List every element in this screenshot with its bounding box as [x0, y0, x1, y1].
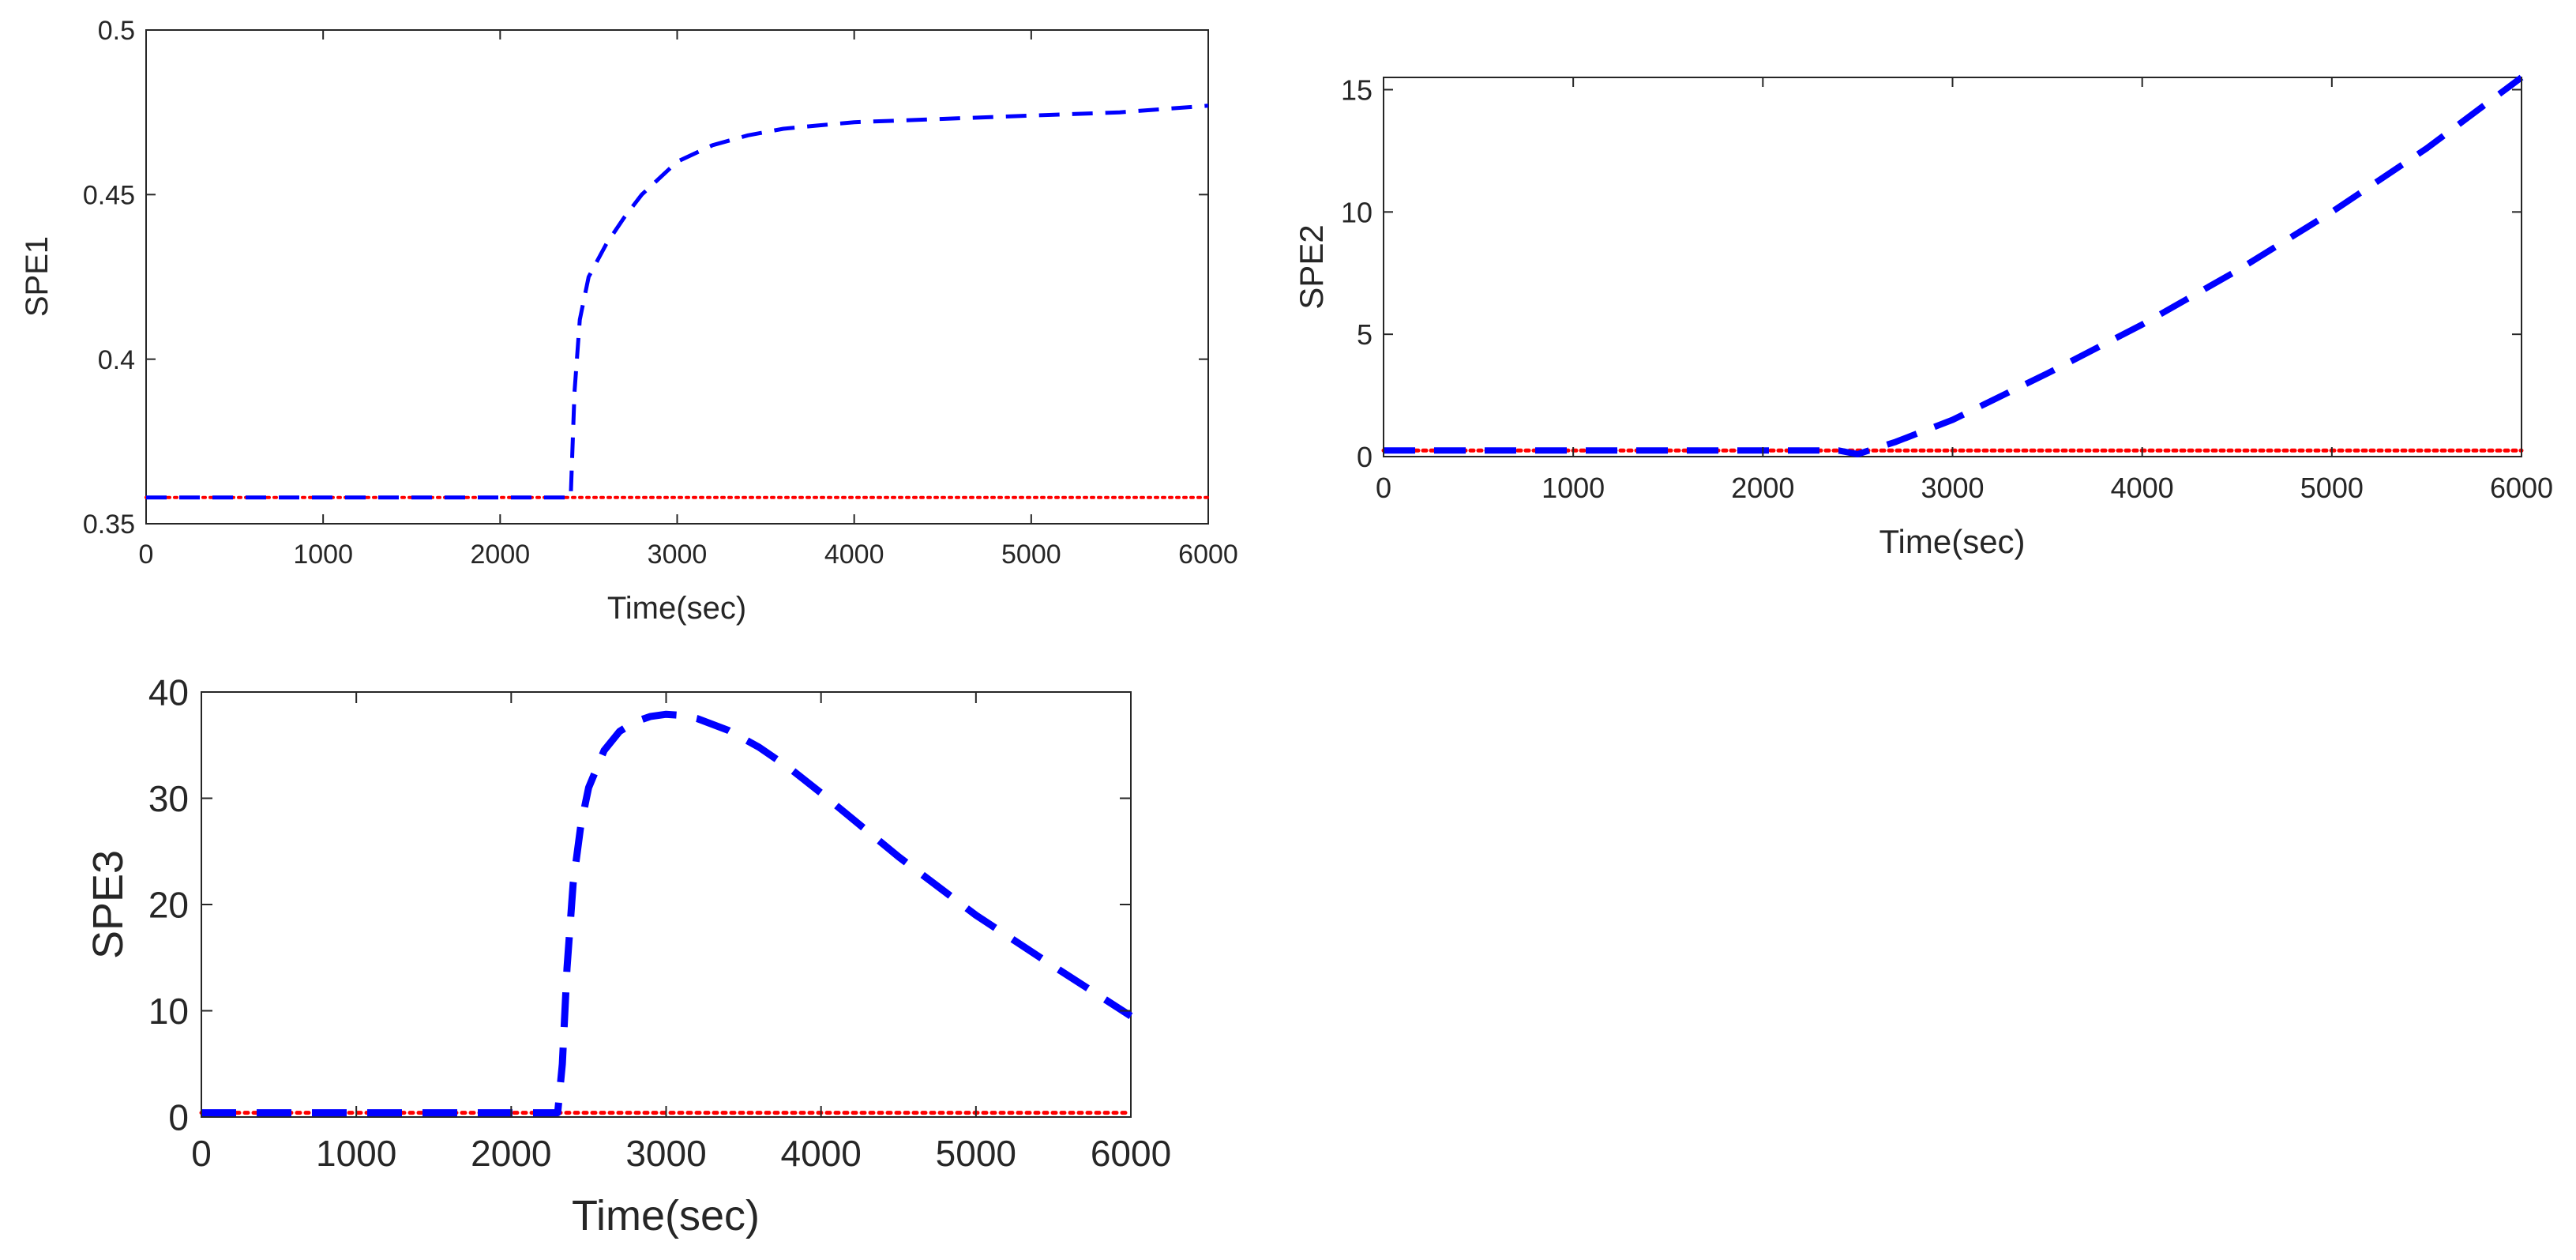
spe3-x-tick-label: 1000 [316, 1133, 396, 1174]
spe2-y-axis-label: SPE2 [1293, 224, 1330, 309]
spe2-spe-series-line [1384, 74, 2524, 457]
spe3-y-tick-label: 30 [148, 778, 189, 819]
spe2-x-tick-label: 5000 [2300, 472, 2364, 504]
spe1-plot-area [145, 29, 1209, 525]
spe1-y-tick-label: 0.5 [98, 16, 135, 46]
spe3-x-tick-label: 0 [191, 1133, 212, 1174]
spe2-x-axis-label: Time(sec) [1879, 523, 2025, 560]
spe1-spe-series-line [146, 103, 1209, 500]
spe3-x-tick-label: 3000 [625, 1133, 706, 1174]
spe1-y-tick-label: 0.45 [83, 181, 135, 211]
spe1-x-tick-label: 6000 [1178, 540, 1238, 570]
spe2-x-tick-label: 3000 [1921, 472, 1984, 504]
spe2-y-tick-label: 5 [1357, 318, 1372, 351]
spe1-x-axis-label: Time(sec) [607, 591, 746, 626]
spe2-chart: 0 1000 2000 3000 4000 5000 6000 0 5 10 15 Time(sec… [1293, 73, 2553, 560]
spe3-y-tick-label: 10 [148, 991, 189, 1032]
spe2-x-tick-label: 0 [1376, 472, 1391, 504]
spe3-y-tick-label: 20 [148, 885, 189, 926]
spe1-x-tick-label: 3000 [648, 540, 708, 570]
spe1-x-tick-label: 2000 [471, 540, 531, 570]
spe3-ticks-layer: 0 1000 2000 3000 4000 5000 6000 0 10 20 30 40 [148, 672, 1171, 1174]
spe2-x-tick-label: 2000 [1731, 472, 1794, 504]
spe3-chart: 0 1000 2000 3000 4000 5000 6000 0 10 20 30 40 Time(… [84, 672, 1171, 1239]
spe2-ticks-layer: 0 1000 2000 3000 4000 5000 6000 0 5 10 15 [1341, 73, 2553, 504]
spe3-x-tick-label: 6000 [1091, 1133, 1171, 1174]
spe1-x-tick-label: 5000 [1001, 540, 1061, 570]
spe1-y-tick-label: 0.35 [83, 510, 135, 540]
spe1-series-layer [145, 103, 1210, 500]
spe2-plot-area [1383, 77, 2522, 457]
spe3-y-tick-label: 0 [168, 1097, 189, 1138]
spe2-x-tick-label: 6000 [2490, 472, 2553, 504]
spe2-y-tick-label: 15 [1341, 73, 1372, 106]
spe3-x-axis-label: Time(sec) [572, 1192, 760, 1239]
spe3-plot-area [201, 691, 1132, 1118]
spe3-spe-series-line [201, 710, 1133, 1117]
spe1-y-axis-label: SPE1 [20, 236, 54, 317]
spe1-ticks-layer: 0 1000 2000 3000 4000 5000 6000 0.35 0.4 0.45 0.5 [83, 16, 1238, 570]
spe1-y-tick-label: 0.4 [98, 345, 135, 375]
spe2-x-tick-label: 1000 [1541, 472, 1605, 504]
spe3-x-tick-label: 5000 [936, 1133, 1016, 1174]
spe1-x-tick-label: 0 [139, 540, 154, 570]
spe2-y-tick-label: 0 [1357, 441, 1372, 473]
spe3-x-tick-label: 2000 [471, 1133, 551, 1174]
spe3-x-tick-label: 4000 [780, 1133, 861, 1174]
spe3-y-axis-label: SPE3 [84, 850, 132, 959]
spe1-chart: 0 1000 2000 3000 4000 5000 60000.350.40.450.5 … [20, 16, 1238, 626]
spe3-y-tick-label: 40 [148, 672, 189, 713]
spe2-y-tick-label: 10 [1341, 196, 1372, 228]
spe1-x-tick-label: 4000 [824, 540, 884, 570]
spe2-x-tick-label: 4000 [2111, 472, 2174, 504]
spe1-x-tick-label: 1000 [293, 540, 353, 570]
